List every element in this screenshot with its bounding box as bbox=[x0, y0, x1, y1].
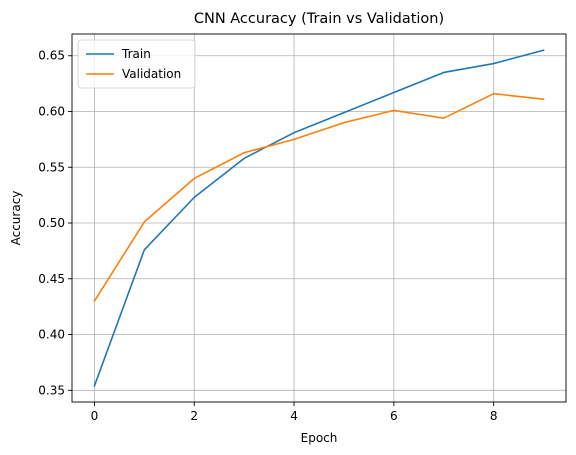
y-tick-label: 0.35 bbox=[38, 383, 65, 397]
y-tick-label: 0.40 bbox=[38, 328, 65, 342]
legend: Train Validation bbox=[77, 39, 196, 89]
x-axis-label: Epoch bbox=[301, 431, 338, 445]
x-tick-label: 2 bbox=[190, 409, 198, 423]
x-tick-label: 6 bbox=[390, 409, 398, 423]
ticks: 0 2 4 6 8 0.35 0.40 0.45 0.50 0.55 0.60 0.65 bbox=[38, 49, 497, 423]
y-tick-label: 0.55 bbox=[38, 160, 65, 174]
x-tick-label: 8 bbox=[490, 409, 498, 423]
axes bbox=[71, 33, 567, 403]
y-axis-label: Accuracy bbox=[9, 191, 23, 246]
y-tick-label: 0.45 bbox=[38, 272, 65, 286]
y-tick-label: 0.65 bbox=[38, 49, 65, 63]
legend-label-validation: Validation bbox=[122, 67, 181, 81]
grid-lines bbox=[72, 34, 566, 402]
y-tick-label: 0.50 bbox=[38, 216, 65, 230]
series-lines bbox=[93, 49, 545, 387]
series-line-train bbox=[93, 49, 545, 387]
plot-frame bbox=[71, 33, 567, 403]
legend-box bbox=[77, 39, 196, 89]
y-tick-label: 0.60 bbox=[38, 105, 65, 119]
series-line-validation bbox=[93, 92, 545, 303]
legend-label-train: Train bbox=[121, 47, 151, 61]
x-tick-label: 4 bbox=[290, 409, 298, 423]
x-tick-label: 0 bbox=[91, 409, 99, 423]
chart-title: CNN Accuracy (Train vs Validation) bbox=[194, 11, 444, 27]
